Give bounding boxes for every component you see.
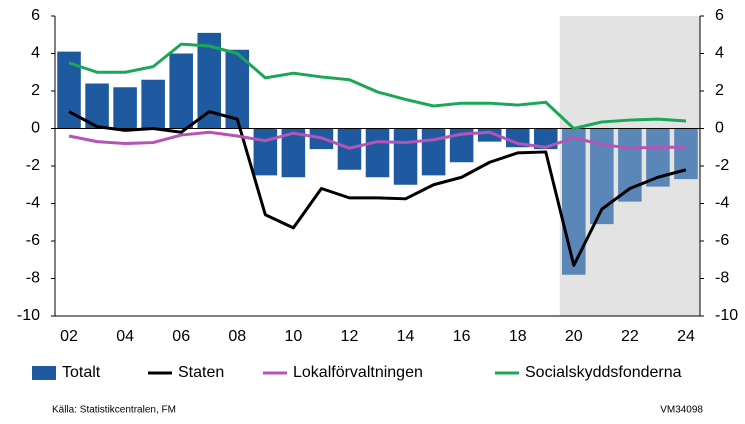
y-tick-label: -10 xyxy=(17,307,40,324)
y-tick-label: 4 xyxy=(31,45,40,62)
x-tick-label: 04 xyxy=(116,328,134,345)
y-tick-label: -6 xyxy=(26,232,40,249)
x-tick-label: 24 xyxy=(677,328,695,345)
y2-tick-label: -8 xyxy=(715,270,729,287)
bar xyxy=(562,128,586,275)
bar xyxy=(674,128,698,180)
bar xyxy=(113,87,137,129)
y2-tick-label: 6 xyxy=(715,7,724,24)
x-tick-label: 10 xyxy=(284,328,302,345)
bar xyxy=(618,128,642,202)
bar xyxy=(393,128,418,185)
y2-tick-label: -2 xyxy=(715,157,729,174)
bar xyxy=(169,53,193,129)
bar xyxy=(85,83,109,129)
bar xyxy=(365,128,390,178)
bar xyxy=(225,49,250,129)
legend-label: Socialskyddsfonderna xyxy=(525,364,682,381)
line-series xyxy=(68,130,686,150)
line-series xyxy=(68,42,687,130)
line-series xyxy=(68,110,687,267)
bar xyxy=(141,79,165,129)
y2-tick-label: -10 xyxy=(715,307,738,324)
y2-tick-label: -6 xyxy=(715,232,729,249)
bar xyxy=(281,128,306,178)
legend-label: Lokalförvaltningen xyxy=(293,364,423,381)
x-tick-label: 14 xyxy=(397,328,415,345)
y2-tick-label: -4 xyxy=(715,195,729,212)
bar xyxy=(253,128,278,176)
x-tick-label: 16 xyxy=(453,328,471,345)
bar xyxy=(57,51,81,129)
legend-swatch xyxy=(32,366,56,380)
y-tick-label: -8 xyxy=(26,270,40,287)
y2-tick-label: 4 xyxy=(715,45,724,62)
chart-code: VM34098 xyxy=(660,405,703,416)
y2-tick-label: 2 xyxy=(715,82,724,99)
x-tick-label: 22 xyxy=(621,328,639,345)
x-tick-label: 08 xyxy=(228,328,246,345)
y-tick-label: 0 xyxy=(31,120,40,137)
x-tick-label: 02 xyxy=(60,328,78,345)
y-tick-label: -2 xyxy=(26,157,40,174)
x-tick-label: 06 xyxy=(172,328,190,345)
y2-tick-label: 0 xyxy=(715,120,724,137)
bar xyxy=(646,128,670,187)
x-tick-label: 18 xyxy=(509,328,527,345)
source-note: Källa: Statistikcentralen, FM xyxy=(52,405,176,416)
x-tick-label: 12 xyxy=(341,328,359,345)
bar xyxy=(590,128,614,225)
bar xyxy=(197,32,222,129)
bar xyxy=(421,128,446,176)
x-tick-label: 20 xyxy=(565,328,583,345)
y-tick-label: 6 xyxy=(31,7,40,24)
legend-label: Staten xyxy=(178,364,224,381)
y-tick-label: -4 xyxy=(26,195,40,212)
bar xyxy=(449,128,474,163)
legend-label: Totalt xyxy=(62,364,101,381)
y-tick-label: 2 xyxy=(31,82,40,99)
